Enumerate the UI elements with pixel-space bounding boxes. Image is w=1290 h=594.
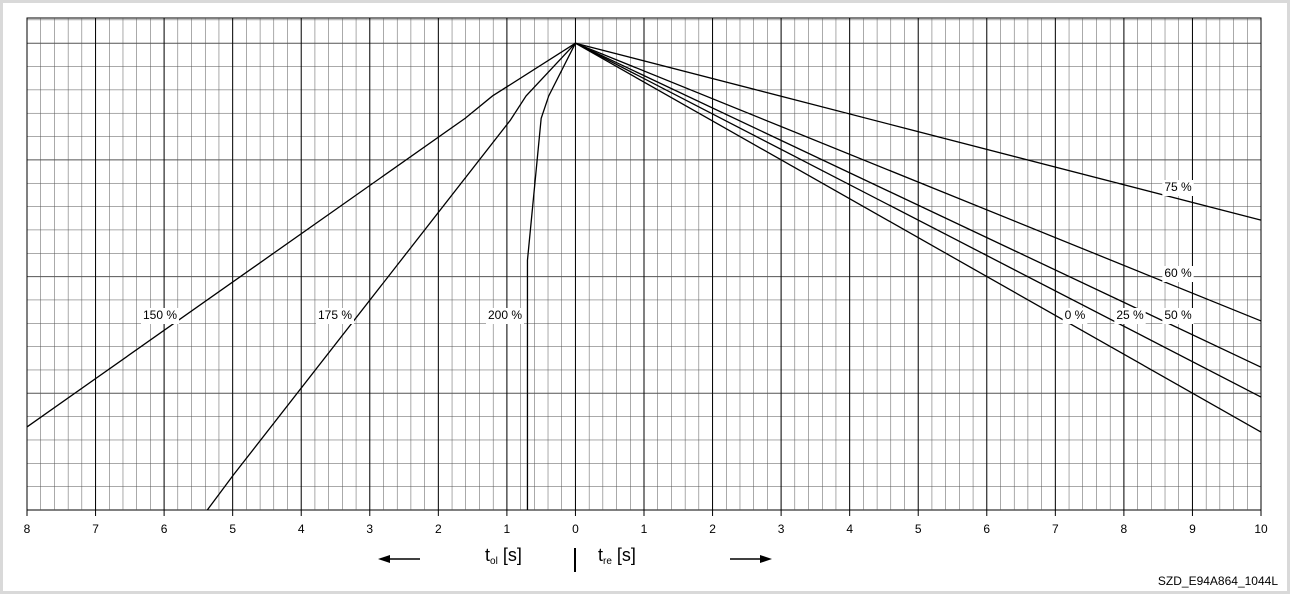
x-tick-label: 6 [161, 522, 168, 536]
x-tick-label: 3 [366, 522, 373, 536]
x-tick-label: 0 [572, 522, 579, 536]
label-unit: [s] [503, 545, 522, 565]
x-tick-label: 7 [1052, 522, 1059, 536]
label-sub: re [603, 556, 612, 567]
x-tick-label: 8 [1121, 522, 1128, 536]
x-tick-label: 3 [778, 522, 785, 536]
footnote: SZD_E94A864_1044L [1158, 574, 1278, 588]
curve [575, 42, 1262, 368]
label-sub: ol [490, 556, 498, 567]
label-base: t [598, 545, 603, 565]
curve-label: 0 % [1065, 308, 1086, 322]
curve-label: 175 % [318, 308, 352, 322]
label-bg [315, 308, 355, 324]
grid: 8 7 6 5 4 3 2 1 0 1 2 3 4 5 6 7 8 9 10 [24, 17, 1268, 536]
label-bg [1062, 308, 1088, 324]
x-tick-label: 2 [435, 522, 442, 536]
arrow-left [378, 555, 420, 563]
curve [575, 42, 1262, 221]
curve [575, 42, 1262, 322]
curve-label: 25 % [1116, 308, 1144, 322]
label-bg [1162, 180, 1194, 196]
curve [26, 42, 576, 428]
label-bg [485, 308, 525, 324]
x-tick-label: 1 [641, 522, 648, 536]
x-tick-label: 4 [846, 522, 853, 536]
x-tick-label: 5 [915, 522, 922, 536]
x-tick-label: 8 [24, 522, 31, 536]
curve [526, 42, 577, 510]
curve [206, 42, 576, 511]
curve-label: 60 % [1164, 266, 1192, 280]
x-tick-label: 10 [1254, 522, 1268, 536]
x-tick-label: 6 [983, 522, 990, 536]
curve-label: 75 % [1164, 180, 1192, 194]
arrow-right [730, 555, 772, 563]
curve [575, 42, 1262, 433]
curve [575, 42, 1262, 398]
x-label-left: tol [s] [485, 545, 522, 567]
curve-label: 50 % [1164, 308, 1192, 322]
plot: 150 % 175 % 200 % 75 % 60 % 50 % 25 % 0 % [26, 42, 1262, 511]
x-tick-label: 4 [298, 522, 305, 536]
curve-label: 150 % [143, 308, 177, 322]
x-tick-label: 2 [709, 522, 716, 536]
label-base: t [485, 545, 490, 565]
label-unit: [s] [617, 545, 636, 565]
x-tick-label: 7 [92, 522, 99, 536]
curve-label: 200 % [488, 308, 522, 322]
x-tick-label: 5 [229, 522, 236, 536]
label-bg [1162, 266, 1194, 282]
x-label-right: tre [s] [598, 545, 636, 567]
x-tick-label: 9 [1189, 522, 1196, 536]
label-bg [1114, 308, 1146, 324]
label-bg [140, 308, 180, 324]
x-tick-label: 1 [504, 522, 511, 536]
label-bg [1162, 308, 1194, 324]
